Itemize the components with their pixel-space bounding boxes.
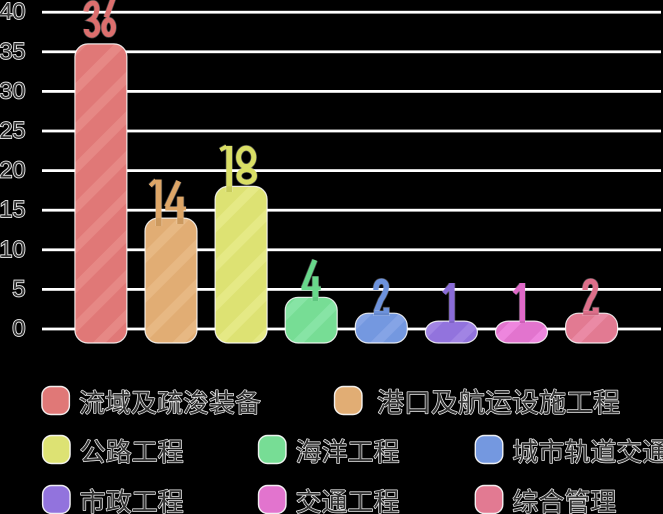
svg-text:40: 40 xyxy=(0,0,26,24)
svg-text:20: 20 xyxy=(0,157,26,183)
svg-text:5: 5 xyxy=(12,275,25,301)
svg-text:30: 30 xyxy=(0,77,26,103)
svg-text:0: 0 xyxy=(12,315,25,341)
svg-text:25: 25 xyxy=(0,117,26,143)
svg-text:15: 15 xyxy=(0,196,26,222)
svg-text:35: 35 xyxy=(0,38,26,64)
svg-text:10: 10 xyxy=(0,236,26,262)
